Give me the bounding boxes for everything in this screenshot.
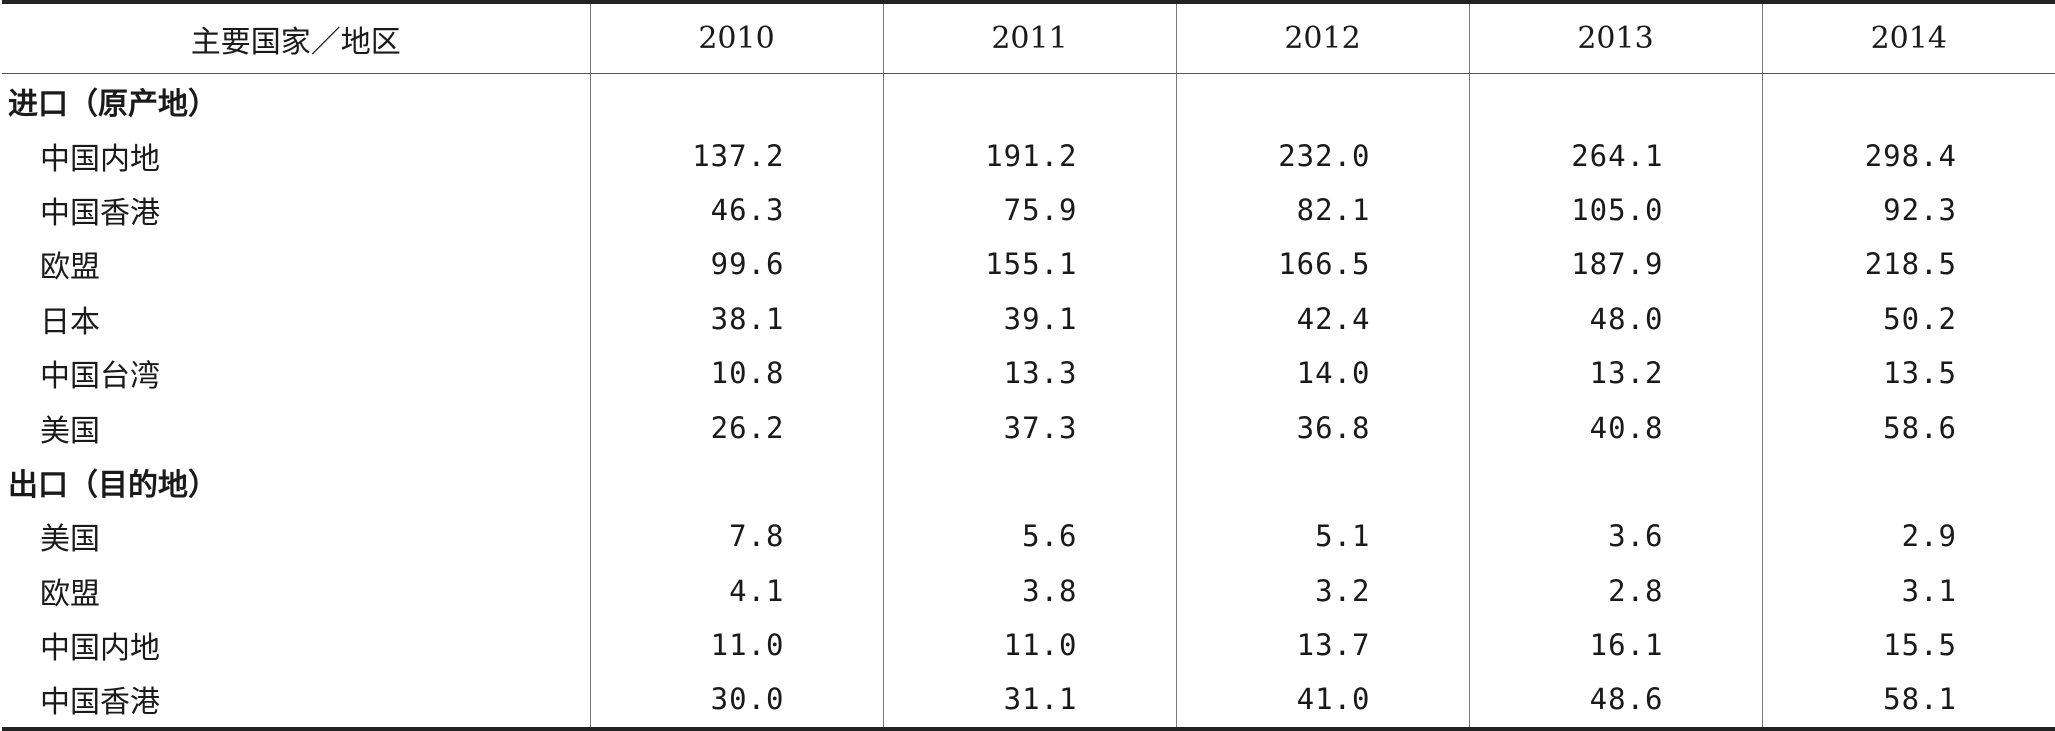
section-title-export: 出口（目的地）: [8, 467, 218, 503]
empty-cell: [589, 73, 883, 129]
value-cell: 15.5: [1761, 617, 2055, 673]
value-cell: 191.2: [882, 128, 1176, 183]
value-cell: 39.1: [882, 291, 1176, 346]
row-label: 日本: [40, 304, 100, 340]
empty-cell: [1761, 73, 2055, 129]
row-label: 中国内地: [40, 631, 160, 667]
value-cell: 187.9: [1468, 237, 1762, 292]
value-cell: 58.1: [1761, 672, 2055, 729]
value-cell: 166.5: [1175, 237, 1469, 292]
empty-cell: [1468, 454, 1762, 510]
value-cell: 75.9: [882, 182, 1176, 238]
table-header: 主要国家／地区 2010 2011 2012 2013 2014: [2, 2, 2055, 74]
value-cell: 99.6: [589, 237, 883, 292]
table-row: 美国 7.8 5.6 5.1 3.6 2.9: [2, 509, 2055, 564]
value-cell: 82.1: [1175, 182, 1469, 238]
value-cell: 155.1: [882, 237, 1176, 292]
value-cell: 16.1: [1468, 617, 1762, 673]
value-cell: 232.0: [1175, 128, 1469, 183]
header-year: 2011: [882, 2, 1176, 74]
table-row: 日本 38.1 39.1 42.4 48.0 50.2: [2, 291, 2055, 346]
value-cell: 105.0: [1468, 182, 1762, 238]
table-row: 欧盟 4.1 3.8 3.2 2.8 3.1: [2, 563, 2055, 618]
value-cell: 137.2: [589, 128, 883, 183]
value-cell: 37.3: [882, 400, 1176, 455]
empty-cell: [589, 454, 883, 510]
value-cell: 11.0: [882, 617, 1176, 673]
value-cell: 10.8: [589, 345, 883, 401]
value-cell: 14.0: [1175, 345, 1469, 401]
row-label: 中国香港: [40, 195, 160, 231]
empty-cell: [882, 73, 1176, 129]
value-cell: 3.1: [1761, 563, 2055, 618]
empty-cell: [1175, 454, 1469, 510]
value-cell: 11.0: [589, 617, 883, 673]
value-cell: 13.7: [1175, 617, 1469, 673]
section-row-export: 出口（目的地）: [2, 454, 2055, 510]
table-row: 中国内地 11.0 11.0 13.7 16.1 15.5: [2, 617, 2055, 673]
value-cell: 2.9: [1761, 509, 2055, 564]
value-cell: 13.5: [1761, 345, 2055, 401]
row-label: 中国台湾: [40, 359, 160, 395]
value-cell: 3.6: [1468, 509, 1762, 564]
row-label: 美国: [40, 413, 100, 449]
table-row: 中国台湾 10.8 13.3 14.0 13.2 13.5: [2, 345, 2055, 401]
empty-cell: [882, 454, 1176, 510]
table-body: 进口（原产地） 中国内地 137.2 191.2 232.0 264.1 298…: [2, 73, 2055, 729]
table-row: 欧盟 99.6 155.1 166.5 187.9 218.5: [2, 237, 2055, 292]
value-cell: 26.2: [589, 400, 883, 455]
header-year: 2010: [589, 2, 883, 74]
table-row: 中国香港 30.0 31.1 41.0 48.6 58.1: [2, 672, 2055, 729]
section-row-import: 进口（原产地）: [2, 73, 2055, 129]
table-row: 中国香港 46.3 75.9 82.1 105.0 92.3: [2, 182, 2055, 238]
value-cell: 42.4: [1175, 291, 1469, 346]
value-cell: 36.8: [1175, 400, 1469, 455]
header-region: 主要国家／地区: [2, 2, 590, 74]
value-cell: 50.2: [1761, 291, 2055, 346]
table-row: 美国 26.2 37.3 36.8 40.8 58.6: [2, 400, 2055, 455]
value-cell: 40.8: [1468, 400, 1762, 455]
value-cell: 31.1: [882, 672, 1176, 729]
empty-cell: [1175, 73, 1469, 129]
header-row: 主要国家／地区 2010 2011 2012 2013 2014: [2, 2, 2055, 74]
value-cell: 38.1: [589, 291, 883, 346]
value-cell: 58.6: [1761, 400, 2055, 455]
value-cell: 5.6: [882, 509, 1176, 564]
row-label: 中国内地: [40, 141, 160, 177]
header-year: 2014: [1761, 2, 2055, 74]
value-cell: 4.1: [589, 563, 883, 618]
row-label: 美国: [40, 522, 100, 558]
value-cell: 3.8: [882, 563, 1176, 618]
value-cell: 5.1: [1175, 509, 1469, 564]
header-year: 2012: [1175, 2, 1469, 74]
value-cell: 30.0: [589, 672, 883, 729]
table-row: 中国内地 137.2 191.2 232.0 264.1 298.4: [2, 128, 2055, 183]
value-cell: 92.3: [1761, 182, 2055, 238]
row-label: 中国香港: [40, 685, 160, 721]
value-cell: 7.8: [589, 509, 883, 564]
row-label: 欧盟: [40, 576, 100, 612]
value-cell: 2.8: [1468, 563, 1762, 618]
empty-cell: [1761, 454, 2055, 510]
value-cell: 46.3: [589, 182, 883, 238]
empty-cell: [1468, 73, 1762, 129]
value-cell: 3.2: [1175, 563, 1469, 618]
value-cell: 13.3: [882, 345, 1176, 401]
value-cell: 298.4: [1761, 128, 2055, 183]
value-cell: 48.0: [1468, 291, 1762, 346]
section-title-import: 进口（原产地）: [8, 87, 218, 123]
value-cell: 218.5: [1761, 237, 2055, 292]
value-cell: 264.1: [1468, 128, 1762, 183]
row-label: 欧盟: [40, 250, 100, 286]
value-cell: 41.0: [1175, 672, 1469, 729]
value-cell: 13.2: [1468, 345, 1762, 401]
header-year: 2013: [1468, 2, 1762, 74]
value-cell: 48.6: [1468, 672, 1762, 729]
